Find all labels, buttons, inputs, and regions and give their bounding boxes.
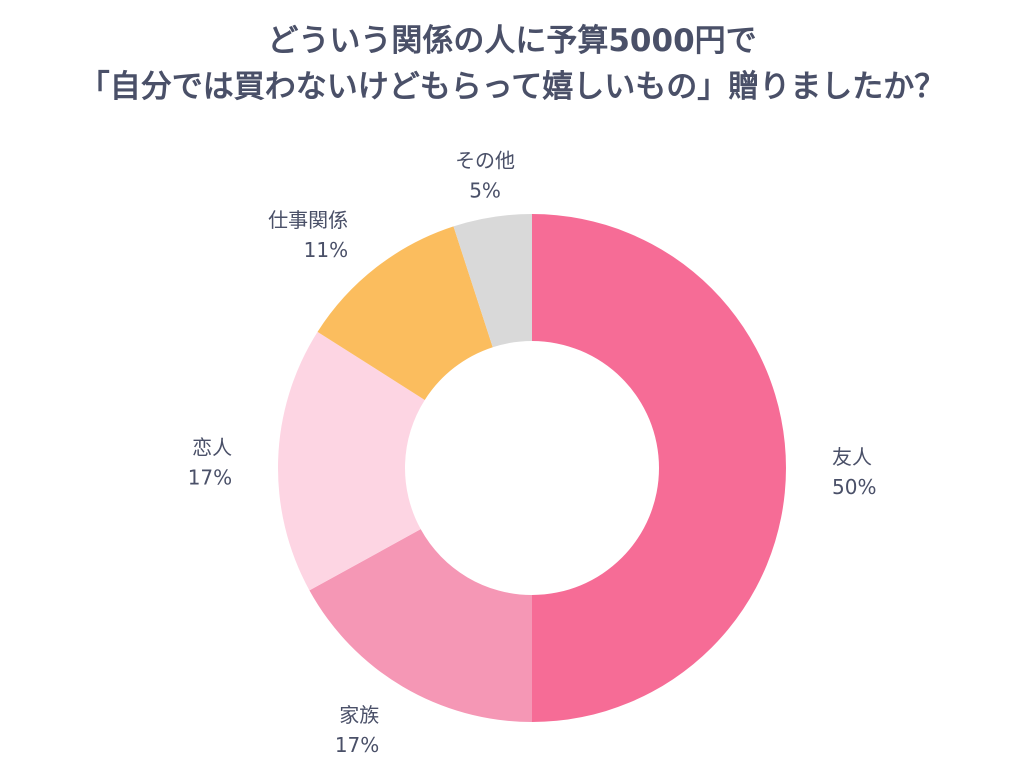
slice-labels: 友人 50% 家族 17% 恋人 17% 仕事関係 11% その他 5% [188, 149, 877, 758]
slice-label-partner: 恋人 [192, 436, 232, 460]
donut-slices [278, 214, 786, 722]
chart-title-line-2: 「自分では買わないけどもらって嬉しいもの」贈りましたか？ [78, 69, 946, 105]
slice-partner [278, 331, 425, 591]
slice-label-work: 仕事関係 [268, 208, 348, 232]
slice-friend [532, 214, 786, 722]
slice-label-family: 家族 [339, 703, 379, 727]
slice-family [309, 529, 532, 722]
chart-title-line-1: どういう関係の人に予算5000円で [267, 23, 757, 59]
chart-title: どういう関係の人に予算5000円で 「自分では買わないけどもらって嬉しいもの」贈… [0, 18, 1024, 110]
slice-value-other: 5% [469, 179, 501, 203]
slice-work [317, 226, 493, 400]
slice-value-partner: 17% [188, 466, 232, 490]
slice-other [453, 214, 532, 348]
slice-label-friend: 友人 [832, 445, 872, 469]
slice-value-work: 11% [304, 238, 348, 262]
slice-value-family: 17% [335, 733, 379, 757]
slice-label-other: その他 [455, 149, 515, 173]
slice-value-friend: 50% [832, 475, 876, 499]
